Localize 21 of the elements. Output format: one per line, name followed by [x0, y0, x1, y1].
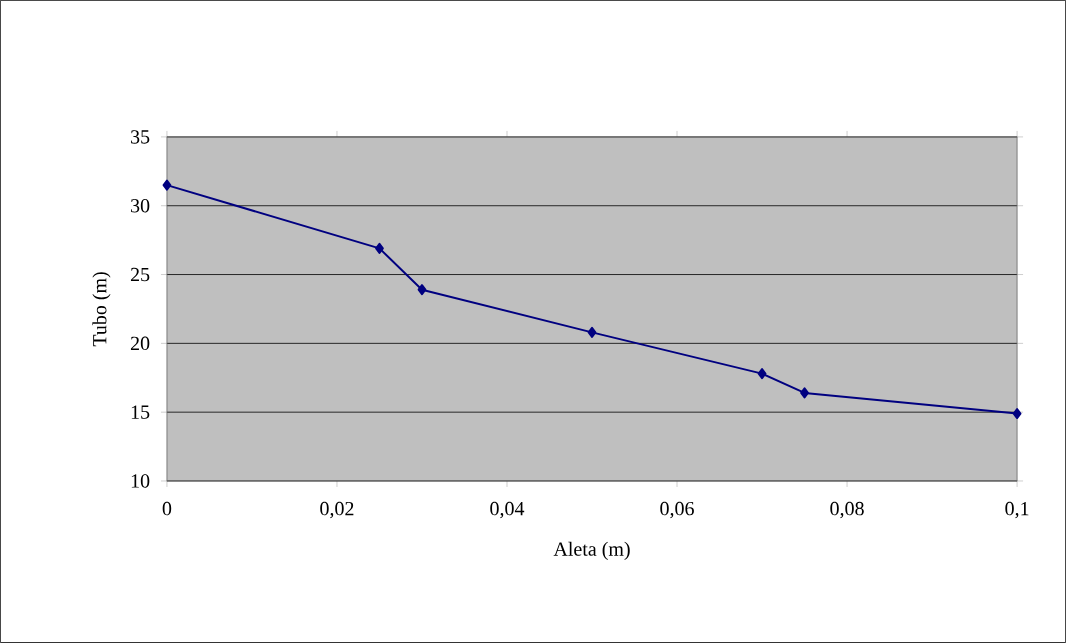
y-tick-label: 30	[131, 199, 150, 213]
point	[417, 284, 427, 296]
x-tick-label: 0,08	[830, 501, 864, 519]
y-tick-label: 25	[130, 267, 150, 282]
x-tick-label: 0,04	[490, 501, 525, 519]
point	[587, 326, 597, 338]
y-tick-label: 20	[130, 336, 150, 351]
x-tick-label: 0,1	[1005, 501, 1029, 519]
y-tick-label: 10	[131, 474, 150, 488]
x-tick-label: 0,02	[320, 501, 354, 519]
x-tick-label: 0	[162, 501, 172, 516]
y-tick-label: 15	[131, 405, 150, 419]
y-tick-label: 35	[131, 130, 150, 144]
x-tick-label: 0,06	[660, 501, 694, 519]
point	[1012, 408, 1022, 420]
y-axis-title: Tubo (m)	[92, 272, 111, 347]
point	[800, 387, 809, 399]
point	[757, 368, 767, 380]
point	[162, 179, 172, 191]
point	[375, 242, 384, 254]
x-axis-title: Aleta (m)	[553, 541, 630, 560]
